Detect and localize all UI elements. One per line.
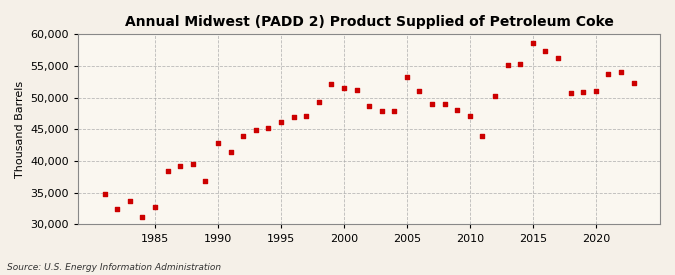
Point bbox=[351, 88, 362, 92]
Point bbox=[175, 164, 186, 168]
Point bbox=[200, 179, 211, 184]
Point bbox=[275, 120, 286, 124]
Point bbox=[112, 207, 123, 211]
Point bbox=[326, 82, 337, 87]
Point bbox=[263, 126, 274, 130]
Point bbox=[238, 134, 248, 139]
Point bbox=[414, 89, 425, 93]
Point bbox=[250, 128, 261, 132]
Point bbox=[477, 134, 488, 139]
Point bbox=[188, 161, 198, 166]
Point bbox=[402, 75, 412, 80]
Point bbox=[591, 89, 601, 94]
Point bbox=[225, 150, 236, 155]
Point bbox=[603, 72, 614, 76]
Point bbox=[489, 94, 500, 98]
Point bbox=[553, 56, 564, 60]
Point bbox=[313, 100, 324, 104]
Point bbox=[364, 104, 375, 108]
Point bbox=[540, 49, 551, 54]
Title: Annual Midwest (PADD 2) Product Supplied of Petroleum Coke: Annual Midwest (PADD 2) Product Supplied… bbox=[125, 15, 614, 29]
Point bbox=[439, 102, 450, 106]
Point bbox=[288, 114, 299, 119]
Point bbox=[162, 168, 173, 173]
Point bbox=[124, 199, 135, 203]
Point bbox=[527, 40, 538, 45]
Point bbox=[464, 114, 475, 118]
Point bbox=[301, 114, 312, 118]
Point bbox=[452, 108, 462, 112]
Point bbox=[515, 62, 526, 66]
Point bbox=[150, 205, 161, 209]
Point bbox=[99, 192, 110, 196]
Point bbox=[628, 80, 639, 85]
Point bbox=[502, 62, 513, 67]
Point bbox=[578, 90, 589, 94]
Point bbox=[213, 141, 223, 145]
Point bbox=[339, 85, 350, 90]
Point bbox=[389, 109, 400, 113]
Text: Source: U.S. Energy Information Administration: Source: U.S. Energy Information Administ… bbox=[7, 263, 221, 272]
Point bbox=[376, 109, 387, 113]
Point bbox=[565, 91, 576, 95]
Y-axis label: Thousand Barrels: Thousand Barrels bbox=[15, 81, 25, 178]
Point bbox=[616, 70, 626, 75]
Point bbox=[137, 215, 148, 219]
Point bbox=[427, 102, 437, 106]
